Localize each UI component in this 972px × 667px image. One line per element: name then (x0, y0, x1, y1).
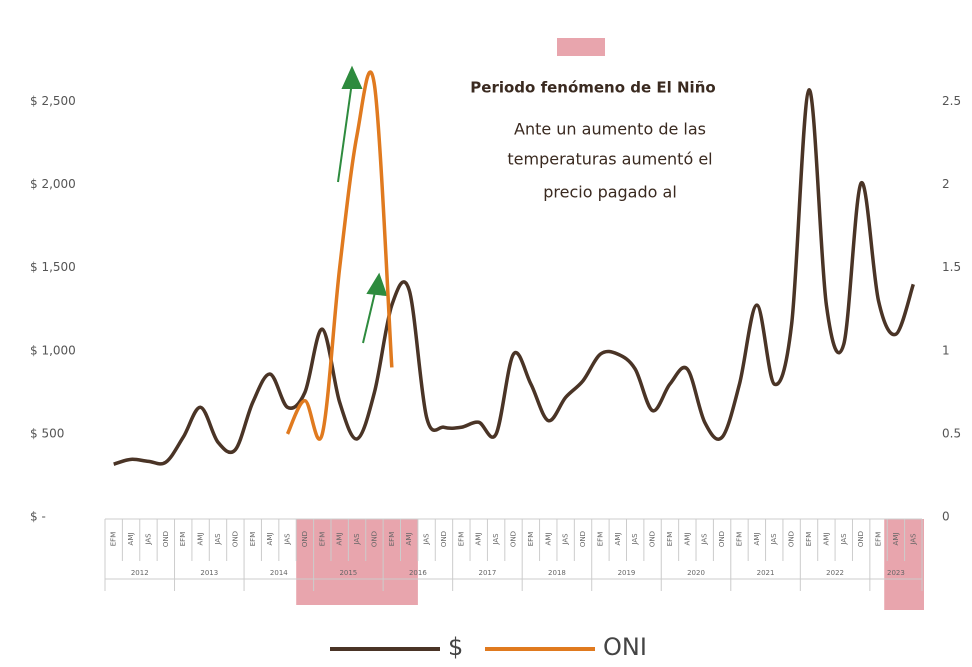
legend-swatch (557, 38, 605, 56)
y-tick-label: $ 500 (30, 426, 64, 440)
x-tick-label: AMJ (266, 533, 274, 546)
y2-tick-label: 1.5 (942, 260, 961, 274)
arrows (337, 65, 388, 344)
legend-label: ONI (603, 633, 647, 661)
highlight (296, 519, 418, 605)
annotation-line: precio pagado al (543, 183, 677, 202)
x-tick-label: JAS (284, 533, 292, 546)
x-tick-label: AMJ (683, 533, 691, 546)
arrow-head (366, 272, 388, 297)
x-group-label: 2014 (270, 569, 288, 577)
arrow (337, 81, 353, 183)
x-group-label: 2018 (548, 569, 566, 577)
highlights (296, 38, 924, 610)
x-tick-label: OND (579, 531, 587, 547)
x-tick-label: JAS (214, 533, 222, 546)
x-tick-label: JAS (631, 533, 639, 546)
x-tick-label: EFM (735, 532, 743, 547)
x-tick-label: AMJ (614, 533, 622, 546)
y2-tick-label: 2.5 (942, 94, 961, 108)
x-tick-label: AMJ (892, 533, 900, 546)
arrow (362, 287, 377, 344)
y-tick-label: $ 2,500 (30, 94, 76, 108)
x-group-label: 2016 (409, 569, 427, 577)
x-tick-label: AMJ (127, 533, 135, 546)
x-tick-label: AMJ (822, 533, 830, 546)
x-tick-label: JAS (353, 533, 361, 546)
x-tick-label: AMJ (753, 533, 761, 546)
y2-tick-label: 0 (942, 510, 950, 524)
x-group-label: 2013 (200, 569, 218, 577)
x-tick-label: OND (857, 531, 865, 547)
series-line (113, 88, 915, 466)
annotation-line: temperaturas aumentó el (507, 150, 712, 169)
y2-tick-label: 2 (942, 177, 950, 191)
x-tick-label: OND (231, 531, 239, 547)
x-tick-label: EFM (318, 532, 326, 547)
annotation-title: Periodo fenómeno de El Niño (470, 79, 715, 97)
x-group-label: 2020 (687, 569, 705, 577)
x-tick-label: EFM (666, 532, 674, 547)
x-tick-label: OND (301, 531, 309, 547)
x-group-label: 2023 (887, 569, 905, 577)
x-tick-label: OND (510, 531, 518, 547)
series-line (285, 70, 394, 441)
x-tick-label: AMJ (475, 533, 483, 546)
x-tick-label: EFM (805, 532, 813, 547)
x-group-label: 2022 (826, 569, 844, 577)
y-tick-label: $ - (30, 510, 46, 524)
y2-tick-label: 0.5 (942, 426, 961, 440)
x-tick-label: JAS (770, 533, 778, 546)
x-tick-label: OND (788, 531, 796, 547)
x-tick-label: AMJ (544, 533, 552, 546)
y-tick-label: $ 1,000 (30, 343, 76, 357)
x-tick-label: OND (162, 531, 170, 547)
x-tick-label: EFM (249, 532, 257, 547)
x-group-label: 2017 (479, 569, 497, 577)
x-tick-label: OND (440, 531, 448, 547)
x-tick-label: OND (718, 531, 726, 547)
legend-label: $ (448, 633, 463, 661)
x-group-label: 2015 (339, 569, 357, 577)
x-tick-label: JAS (562, 533, 570, 546)
x-tick-label: JAS (909, 533, 917, 546)
x-tick-label: AMJ (405, 533, 413, 546)
x-tick-label: AMJ (336, 533, 344, 546)
x-tick-label: JAS (144, 533, 152, 546)
arrow-head (341, 65, 363, 89)
x-group-label: 2019 (618, 569, 636, 577)
x-tick-label: JAS (840, 533, 848, 546)
x-group-label: 2012 (131, 569, 149, 577)
x-tick-label: JAS (701, 533, 709, 546)
x-tick-label: OND (649, 531, 657, 547)
x-tick-label: EFM (527, 532, 535, 547)
x-tick-label: EFM (875, 532, 883, 547)
y2-tick-label: 1 (942, 343, 950, 357)
x-tick-label: EFM (179, 532, 187, 547)
x-group-label: 2021 (757, 569, 775, 577)
y-tick-label: $ 1,500 (30, 260, 76, 274)
y-tick-label: $ 2,000 (30, 177, 76, 191)
x-tick-label: EFM (110, 532, 118, 547)
annotation-line: Ante un aumento de las (514, 120, 706, 139)
x-tick-label: JAS (423, 533, 431, 546)
x-tick-label: EFM (388, 532, 396, 547)
x-tick-label: AMJ (197, 533, 205, 546)
x-tick-label: JAS (492, 533, 500, 546)
x-tick-label: EFM (457, 532, 465, 547)
x-tick-label: OND (370, 531, 378, 547)
x-tick-label: EFM (596, 532, 604, 547)
